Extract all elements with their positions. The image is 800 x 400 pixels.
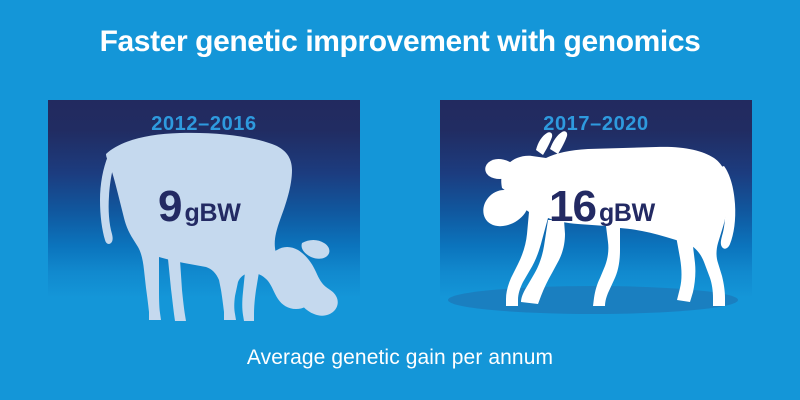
value-after-number: 16 <box>549 182 597 231</box>
grazing-cow-icon <box>34 100 374 330</box>
page-title: Faster genetic improvement with genomics <box>99 25 701 58</box>
value-before: 9 gBW <box>158 185 241 229</box>
value-before-number: 9 <box>158 182 183 231</box>
value-after-unit: gBW <box>598 199 655 227</box>
panel-after-year-label: 2017–2020 <box>543 113 649 135</box>
caption-text: Average genetic gain per annum <box>246 346 554 369</box>
cow-shadow <box>448 286 738 314</box>
value-before-unit: gBW <box>184 199 241 227</box>
value-after: 16 gBW <box>549 185 655 229</box>
panel-before-year-label: 2012–2016 <box>151 113 257 135</box>
walking-cow-icon <box>428 100 768 330</box>
